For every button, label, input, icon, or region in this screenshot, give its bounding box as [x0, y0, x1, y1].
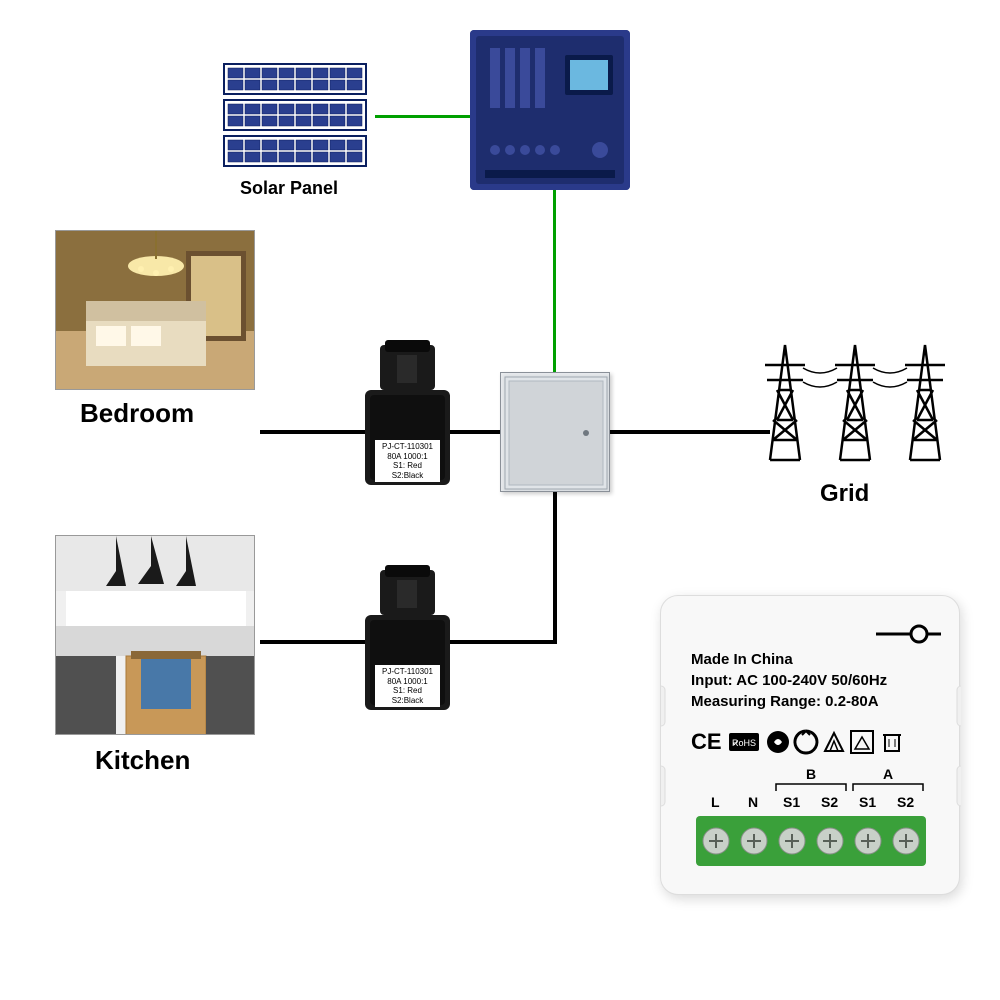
ct-sensor-2: PJ-CT-110301 80A 1000:1 S1: Red S2:Black	[355, 565, 460, 715]
module-term-0: L	[711, 794, 720, 810]
energy-module: CE RoHS✓ Made In China Input: AC 100-24	[660, 595, 960, 895]
module-term-3: S2	[821, 794, 838, 810]
ct-sensor-2-label: PJ-CT-110301 80A 1000:1 S1: Red S2:Black	[375, 665, 440, 707]
kitchen-photo	[55, 535, 255, 735]
ct-sensor-1-label: PJ-CT-110301 80A 1000:1 S1: Red S2:Black	[375, 440, 440, 482]
solar-panel-svg	[224, 64, 366, 166]
wire-kitchen-up	[553, 492, 557, 644]
module-group-b: B	[806, 766, 816, 782]
ct2-wiring: S1: Red S2:Black	[377, 686, 438, 705]
bedroom-label: Bedroom	[80, 398, 194, 429]
solar-panel-label: Solar Panel	[240, 178, 338, 199]
svg-text:✓: ✓	[732, 738, 740, 748]
wire-solar-inverter	[375, 115, 470, 118]
grid-label: Grid	[820, 480, 869, 508]
module-term-2: S1	[783, 794, 800, 810]
svg-text:CE: CE	[691, 729, 722, 754]
ct1-wiring: S1: Red S2:Black	[377, 461, 438, 480]
grid-icon	[755, 330, 965, 470]
bedroom-photo	[55, 230, 255, 390]
solar-panel-icon	[220, 58, 370, 173]
module-line3: Measuring Range: 0.2-80A	[691, 693, 879, 710]
junction-box	[500, 372, 610, 492]
kitchen-label: Kitchen	[95, 745, 190, 776]
module-term-1: N	[748, 794, 758, 810]
inverter-icon	[470, 30, 630, 190]
ct1-rating: 80A 1000:1	[377, 452, 438, 462]
wire-box-grid	[610, 430, 770, 434]
module-line1: Made In China	[691, 651, 793, 668]
ct-sensor-1: PJ-CT-110301 80A 1000:1 S1: Red S2:Black	[355, 340, 460, 490]
module-line2: Input: AC 100-240V 50/60Hz	[691, 672, 887, 689]
module-term-4: S1	[859, 794, 876, 810]
module-term-5: S2	[897, 794, 914, 810]
ct2-model: PJ-CT-110301	[377, 667, 438, 677]
ct2-rating: 80A 1000:1	[377, 677, 438, 687]
ct1-model: PJ-CT-110301	[377, 442, 438, 452]
wire-inverter-down	[553, 190, 556, 372]
module-group-a: A	[883, 766, 893, 782]
